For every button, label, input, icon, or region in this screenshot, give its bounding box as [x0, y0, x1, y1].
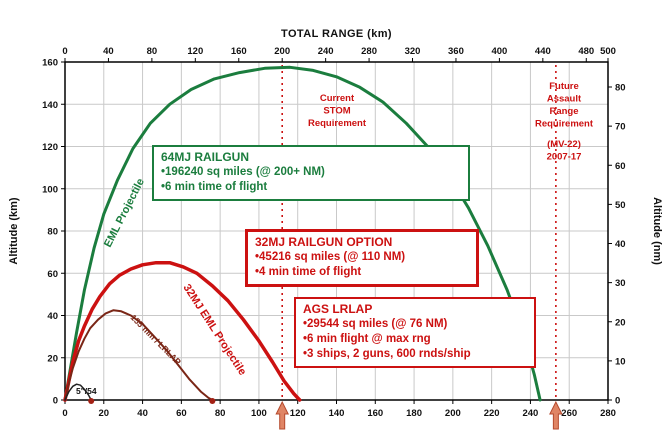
svg-text:20: 20 [47, 353, 58, 364]
annotation-box-0-line-0: •196240 sq miles (@ 200+ NM) [161, 166, 325, 179]
curve-label-1: 32MJ EML Projectile [180, 282, 248, 378]
trajectory-3-end-dot [88, 398, 95, 404]
svg-text:120: 120 [290, 408, 306, 419]
svg-text:80: 80 [615, 83, 626, 94]
svg-text:0: 0 [53, 396, 58, 407]
svg-text:360: 360 [448, 46, 464, 57]
svg-text:160: 160 [42, 58, 58, 69]
svg-text:2007-17: 2007-17 [547, 152, 582, 163]
svg-text:200: 200 [445, 408, 461, 419]
annotation-box-1-title: 32MJ RAILGUN OPTION [255, 235, 393, 249]
svg-text:60: 60 [47, 269, 58, 280]
svg-text:320: 320 [405, 46, 421, 57]
svg-text:480: 480 [578, 46, 594, 57]
svg-text:80: 80 [147, 46, 158, 57]
svg-text:400: 400 [491, 46, 507, 57]
svg-text:240: 240 [318, 46, 334, 57]
svg-text:440: 440 [535, 46, 551, 57]
svg-text:200: 200 [274, 46, 290, 57]
svg-text:100: 100 [42, 184, 58, 195]
requirement-arrow-1 [549, 400, 563, 430]
svg-text:240: 240 [522, 408, 538, 419]
svg-text:60: 60 [176, 408, 187, 419]
curve-label-0: EML Projectile [102, 177, 147, 250]
trajectory-0 [63, 65, 542, 402]
curve-label-3: 5"/54 [76, 386, 97, 396]
requirement-arrow-0 [275, 400, 290, 430]
svg-text:80: 80 [215, 408, 226, 419]
svg-text:0: 0 [615, 396, 620, 407]
annotation-box-1: 32MJ RAILGUN OPTION •45216 sq miles (@ 11… [245, 229, 479, 287]
annotation-box-0-title: 64MJ RAILGUN [161, 150, 250, 164]
svg-text:60: 60 [615, 161, 626, 172]
svg-text:80: 80 [47, 227, 58, 238]
svg-text:Range: Range [549, 106, 578, 117]
svg-text:(MV-22): (MV-22) [547, 139, 581, 150]
svg-text:Requirement: Requirement [535, 119, 594, 130]
trajectory-3 [64, 383, 92, 401]
svg-text:Assault: Assault [547, 94, 582, 105]
annotation-box-1-line-1: •4 min time of flight [255, 266, 362, 279]
svg-text:220: 220 [484, 408, 500, 419]
svg-text:120: 120 [187, 46, 203, 57]
svg-text:280: 280 [600, 408, 616, 419]
annotation-box-0-line-1: •6 min time of flight [161, 181, 268, 194]
svg-text:50: 50 [615, 200, 626, 211]
annotation-box-2-line-0: •29544 sq miles (@ 76 NM) [303, 318, 448, 331]
svg-text:40: 40 [615, 239, 626, 250]
annotation-box-1-line-0: •45216 sq miles (@ 110 NM) [255, 251, 406, 264]
annotation-box-0: 64MJ RAILGUN •196240 sq miles (@ 200+ NM)… [152, 145, 470, 201]
svg-text:70: 70 [615, 122, 626, 133]
svg-text:40: 40 [47, 311, 58, 322]
svg-text:100: 100 [251, 408, 267, 419]
annotation-box-2: AGS LRLAP •29544 sq miles (@ 76 NM) •6 min… [294, 297, 536, 368]
top-axis-title: TOTAL RANGE (km) [281, 28, 392, 40]
svg-text:10: 10 [615, 356, 626, 367]
svg-text:0: 0 [62, 46, 67, 57]
svg-text:40: 40 [103, 46, 114, 57]
svg-text:Future: Future [549, 81, 579, 92]
svg-text:20: 20 [98, 408, 109, 419]
svg-text:20: 20 [615, 317, 626, 328]
svg-text:0: 0 [62, 408, 67, 419]
trajectory-2 [64, 309, 214, 401]
curve-label-2: 155 mm / LRLAP [129, 312, 184, 367]
svg-text:260: 260 [561, 408, 577, 419]
svg-text:Requirement: Requirement [308, 118, 367, 129]
trajectory-2-end-dot [209, 398, 216, 404]
annotation-box-2-line-1: •6 min flight @ max rng [303, 333, 431, 346]
svg-text:180: 180 [406, 408, 422, 419]
svg-text:500: 500 [600, 46, 616, 57]
svg-text:120: 120 [42, 142, 58, 153]
svg-text:30: 30 [615, 278, 626, 289]
annotation-box-2-title: AGS LRLAP [303, 302, 373, 316]
svg-text:280: 280 [361, 46, 377, 57]
annotation-box-2-line-2: •3 ships, 2 guns, 600 rnds/ship [303, 347, 471, 360]
svg-text:STOM: STOM [323, 106, 350, 117]
svg-text:160: 160 [231, 46, 247, 57]
svg-text:140: 140 [42, 100, 58, 111]
trajectory-1 [63, 260, 302, 402]
svg-text:40: 40 [137, 408, 148, 419]
svg-text:160: 160 [367, 408, 383, 419]
svg-text:Current: Current [320, 93, 355, 104]
svg-text:140: 140 [329, 408, 345, 419]
